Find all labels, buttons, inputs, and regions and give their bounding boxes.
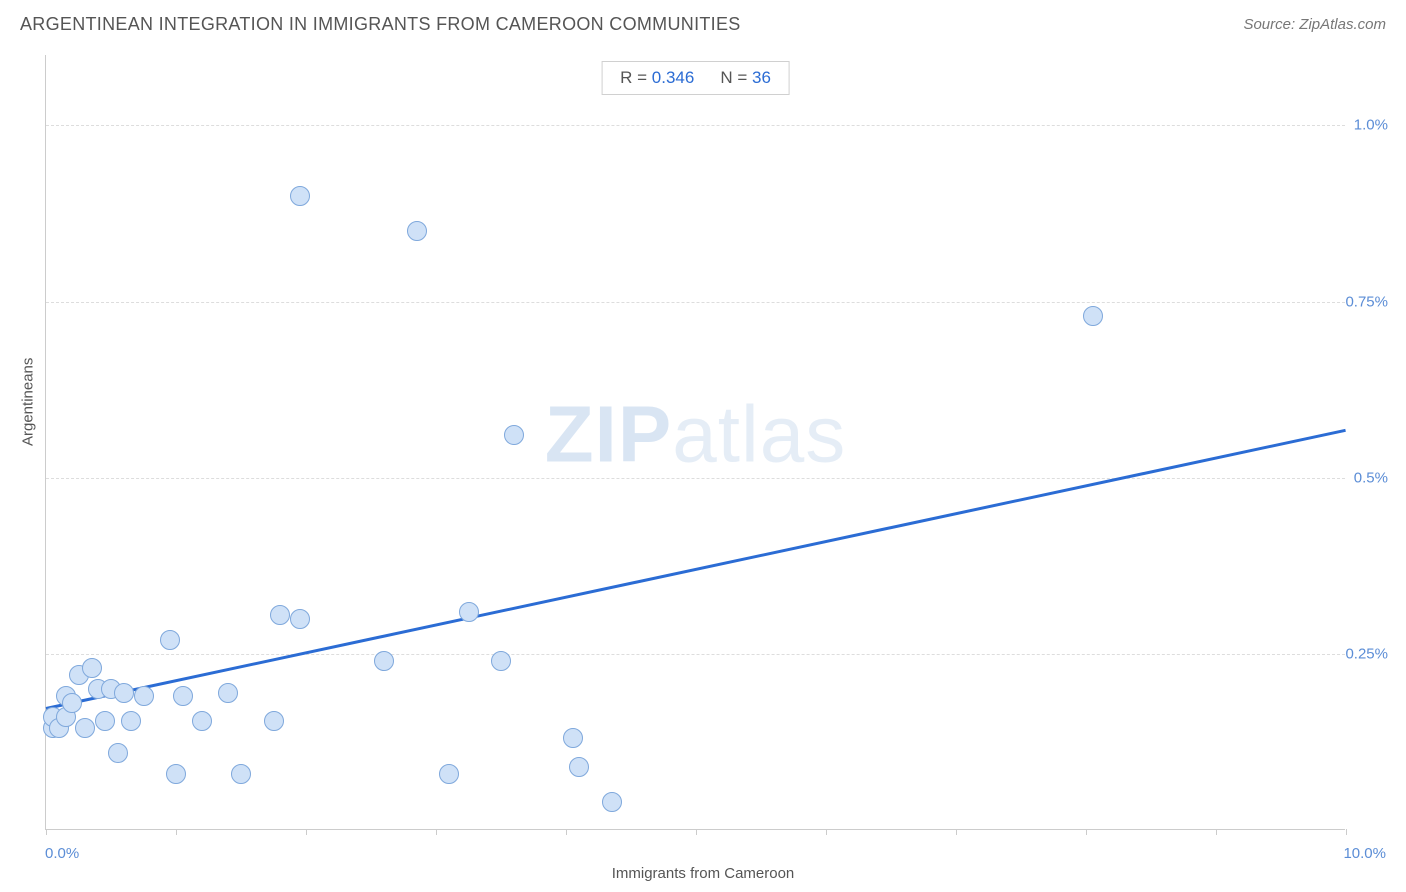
x-tick	[826, 829, 827, 835]
x-tick	[176, 829, 177, 835]
x-tick	[436, 829, 437, 835]
gridline	[46, 125, 1345, 126]
x-tick	[306, 829, 307, 835]
data-point	[75, 718, 95, 738]
x-tick	[46, 829, 47, 835]
data-point	[218, 683, 238, 703]
watermark-atlas: atlas	[672, 390, 846, 479]
x-tick	[696, 829, 697, 835]
data-point	[563, 728, 583, 748]
data-point	[134, 686, 154, 706]
data-point	[374, 651, 394, 671]
y-tick-label: 0.25%	[1345, 645, 1388, 662]
source-attribution: Source: ZipAtlas.com	[1243, 16, 1386, 33]
data-point	[439, 764, 459, 784]
n-value: 36	[752, 68, 771, 87]
y-tick-label: 0.5%	[1354, 469, 1388, 486]
data-point	[290, 186, 310, 206]
x-tick	[1346, 829, 1347, 835]
y-tick-label: 1.0%	[1354, 117, 1388, 134]
r-label: R =	[620, 68, 647, 87]
data-point	[108, 743, 128, 763]
data-point	[95, 711, 115, 731]
x-tick	[956, 829, 957, 835]
data-point	[407, 221, 427, 241]
n-label: N =	[720, 68, 747, 87]
data-point	[82, 658, 102, 678]
r-value: 0.346	[652, 68, 695, 87]
y-tick-label: 0.75%	[1345, 293, 1388, 310]
x-max-label: 10.0%	[1343, 845, 1386, 862]
n-stat: N = 36	[720, 68, 771, 88]
data-point	[160, 630, 180, 650]
data-point	[121, 711, 141, 731]
x-tick	[566, 829, 567, 835]
data-point	[569, 757, 589, 777]
chart-title: ARGENTINEAN INTEGRATION IN IMMIGRANTS FR…	[20, 14, 741, 35]
x-tick	[1216, 829, 1217, 835]
stats-box: R = 0.346 N = 36	[601, 61, 790, 95]
r-stat: R = 0.346	[620, 68, 694, 88]
gridline	[46, 478, 1345, 479]
data-point	[173, 686, 193, 706]
data-point	[459, 602, 479, 622]
data-point	[504, 425, 524, 445]
data-point	[231, 764, 251, 784]
data-point	[62, 693, 82, 713]
watermark-zip: ZIP	[545, 390, 672, 479]
data-point	[1083, 306, 1103, 326]
regression-line	[46, 428, 1347, 709]
data-point	[166, 764, 186, 784]
data-point	[192, 711, 212, 731]
watermark: ZIPatlas	[545, 389, 846, 481]
data-point	[602, 792, 622, 812]
x-tick	[1086, 829, 1087, 835]
gridline	[46, 654, 1345, 655]
gridline	[46, 302, 1345, 303]
data-point	[270, 605, 290, 625]
x-axis-label: Immigrants from Cameroon	[612, 865, 795, 882]
data-point	[491, 651, 511, 671]
y-axis-label: Argentineans	[20, 358, 37, 446]
scatter-chart: R = 0.346 N = 36 ZIPatlas	[45, 55, 1345, 830]
data-point	[290, 609, 310, 629]
data-point	[264, 711, 284, 731]
data-point	[114, 683, 134, 703]
x-min-label: 0.0%	[45, 845, 79, 862]
